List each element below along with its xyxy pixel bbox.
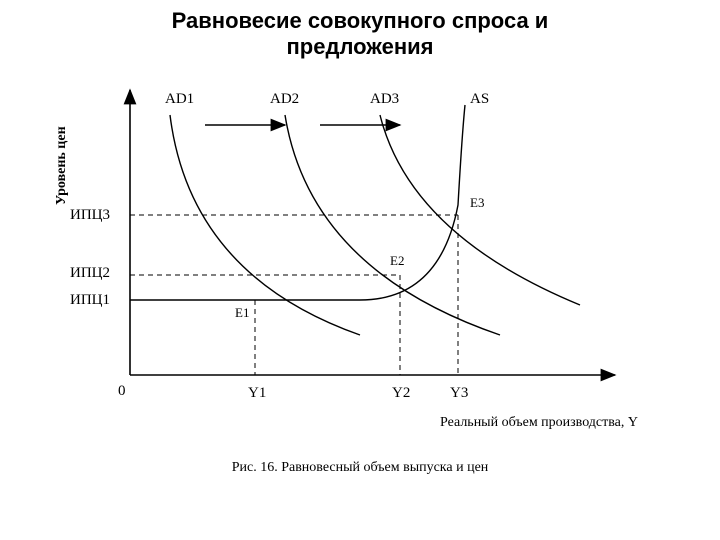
chart-container: Уровень цен ИПЦ3 ИПЦ2 ИПЦ1 AD1 AD2 AD3 A… bbox=[40, 75, 680, 495]
curve-ad3 bbox=[380, 115, 580, 305]
curve-as bbox=[130, 105, 465, 300]
title-line1: Равновесие совокупного спроса и bbox=[0, 8, 720, 34]
title-line2: предложения bbox=[0, 34, 720, 60]
chart-svg bbox=[40, 75, 680, 495]
curve-ad2 bbox=[285, 115, 500, 335]
